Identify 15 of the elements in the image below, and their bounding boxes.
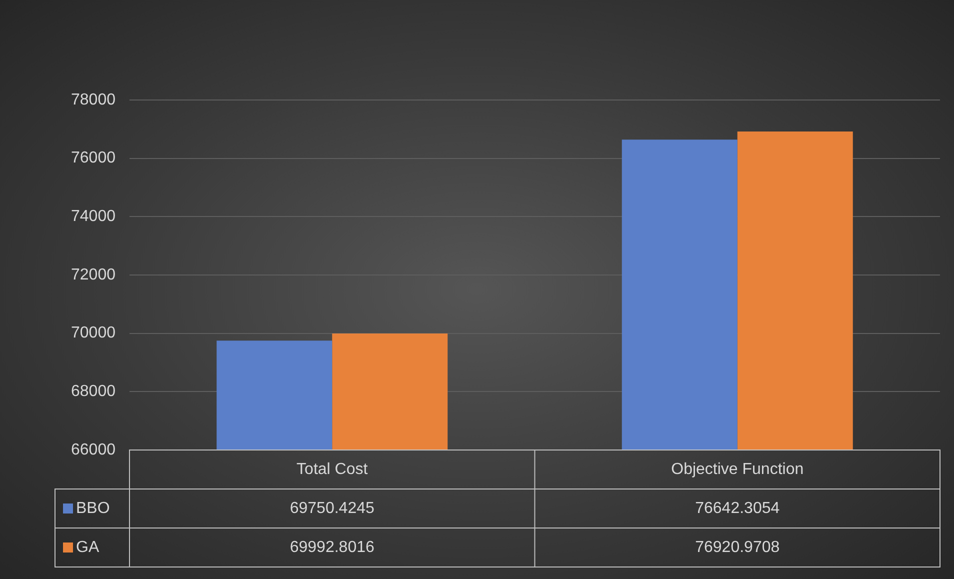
x-tick-label: Total Cost xyxy=(296,460,368,478)
y-tick-label: 68000 xyxy=(70,383,116,400)
data-label: 76920.9708 xyxy=(695,538,780,556)
y-tick-label: 66000 xyxy=(70,441,116,458)
x-tick-label: Objective Function xyxy=(671,460,804,478)
legend-label: BBO xyxy=(76,500,110,517)
y-tick-label: 70000 xyxy=(70,324,116,342)
data-label: 69992.8016 xyxy=(290,538,374,556)
data-label: 76642.3054 xyxy=(695,500,780,517)
y-tick-label: 76000 xyxy=(70,150,116,167)
y-tick-label: 72000 xyxy=(70,266,116,284)
y-tick-label: 74000 xyxy=(70,208,116,226)
y-tick-label: 78000 xyxy=(70,91,116,108)
legend-label: GA xyxy=(76,538,100,556)
data-label: 69750.4245 xyxy=(290,500,374,517)
